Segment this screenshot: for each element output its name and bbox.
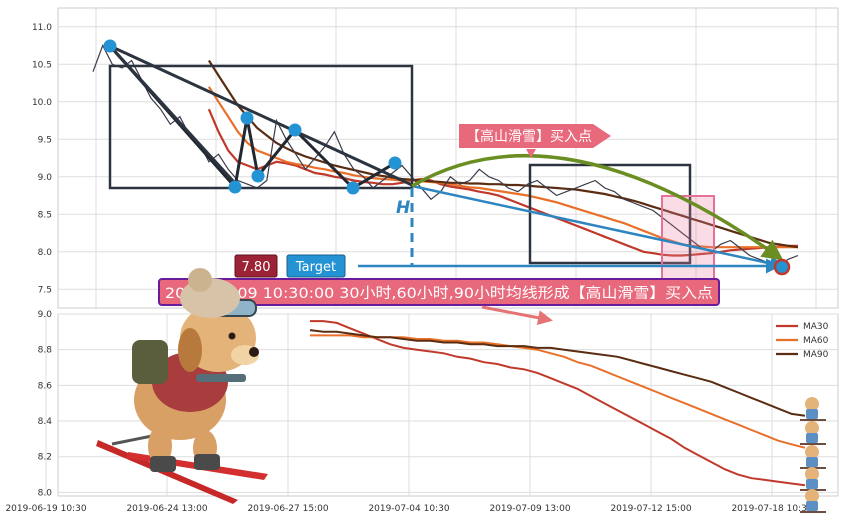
price-ytick-label: 7.5 — [38, 285, 52, 295]
price-ytick-label: 10.5 — [32, 60, 52, 70]
dog-nose — [249, 347, 259, 357]
x-tick-label: 2019-06-24 13:00 — [126, 504, 207, 514]
signal-banner — [158, 278, 720, 306]
pattern-point — [103, 39, 117, 53]
pattern-point — [288, 123, 302, 137]
signal-banner-text: 2019-07-09 10:30:00 30小时,60小时,90小时均线形成【高… — [165, 285, 713, 302]
mini-skier-head — [805, 421, 819, 435]
price-plot-area — [57, 7, 839, 309]
skiing-dog-illustration — [96, 268, 268, 504]
price-badge-label: 7.80 — [242, 260, 271, 275]
neckline-arrow — [411, 184, 785, 271]
x-tick-label: 2019-07-09 13:00 — [489, 504, 570, 514]
legend-label-ma60: MA60 — [803, 336, 829, 346]
mini-skier-head — [805, 489, 819, 503]
annotation-layer: H 【高山滑雪】买入点 7.80 Target 2019-07-09 10:30:00 … — [103, 39, 791, 326]
highlight-zone — [661, 195, 715, 281]
ma-panel: 8.0 8.2 8.4 8.6 8.8 9.0 2019-06-19 10:30 2019-0… — [5, 310, 839, 514]
pattern-box-left — [108, 64, 414, 190]
buy-point-pointer — [526, 149, 536, 158]
price-ytick-label: 10.0 — [32, 98, 52, 108]
mini-skier-head — [805, 445, 819, 459]
mini-skier — [800, 421, 826, 445]
x-tick-label: 2019-06-27 15:00 — [247, 504, 328, 514]
dog-boot-back — [150, 456, 176, 472]
ma-ytick-label: 8.4 — [38, 417, 53, 427]
pattern-point — [251, 169, 265, 183]
legend-label-ma90: MA90 — [803, 350, 829, 360]
mini-skier — [800, 489, 826, 513]
ma-ytick-label: 8.2 — [38, 453, 52, 463]
mini-skier-body — [806, 409, 818, 419]
dog-eye — [228, 332, 236, 340]
price-ma-line-1 — [207, 108, 798, 257]
x-tick-label: 2019-06-19 10:30 — [5, 504, 86, 514]
mini-skier-head — [805, 467, 819, 481]
mini-skier-stack — [800, 397, 826, 513]
price-ytick-label: 9.5 — [38, 135, 52, 145]
ma-ytick-label: 8.8 — [38, 346, 53, 356]
ma-line-ma30 — [310, 320, 806, 487]
dog-beanie-pompom — [188, 268, 212, 292]
buy-point-tag — [459, 124, 611, 148]
target-badge — [286, 254, 346, 278]
pattern-leg — [108, 44, 236, 184]
buy-point-label: 【高山滑雪】买入点 — [466, 128, 592, 145]
ma-legend: MA30 MA60 MA90 — [776, 322, 829, 360]
mini-skier — [800, 397, 826, 421]
target-end-marker — [773, 258, 791, 276]
price-ytick-label: 11.0 — [32, 23, 52, 33]
dog-scarf — [196, 374, 246, 382]
dog-ear — [178, 328, 202, 372]
pattern-box-right — [528, 163, 692, 265]
pattern-point — [240, 111, 254, 125]
mini-skier-body — [806, 479, 818, 489]
ma-ytick-label: 9.0 — [38, 310, 53, 320]
x-tick-label: 2019-07-12 15:00 — [610, 504, 691, 514]
target-badge-label: Target — [295, 260, 336, 275]
pattern-point — [388, 156, 402, 170]
pattern-trendline — [109, 44, 413, 187]
mini-skier-body — [806, 433, 818, 443]
pattern-point — [228, 180, 242, 194]
dog-backpack — [132, 340, 168, 384]
ma-ytick-label: 8.0 — [38, 488, 53, 498]
price-ytick-label: 9.0 — [38, 173, 53, 183]
price-badge — [234, 254, 278, 278]
legend-label-ma30: MA30 — [803, 322, 829, 332]
x-tick-label: 2019-07-18 10:30 — [731, 504, 812, 514]
dog-boot-front — [194, 454, 220, 470]
h-label: H — [396, 198, 410, 218]
ma-ytick-label: 8.6 — [38, 381, 53, 391]
projection-arc — [411, 154, 784, 261]
mini-skier-body — [806, 501, 818, 511]
mini-skier-body — [806, 457, 818, 467]
price-ytick-label: 8.5 — [38, 210, 52, 220]
price-panel: 7.5 8.0 8.5 9.0 9.5 10.0 10.5 11.0 — [32, 7, 839, 309]
x-tick-label: 2019-07-04 10:30 — [368, 504, 449, 514]
mini-skier-head — [805, 397, 819, 411]
price-ytick-label: 8.0 — [38, 248, 53, 258]
ma-line-ma90 — [309, 329, 806, 417]
signal-pointer-arrow — [481, 305, 553, 326]
pattern-point — [346, 181, 360, 195]
